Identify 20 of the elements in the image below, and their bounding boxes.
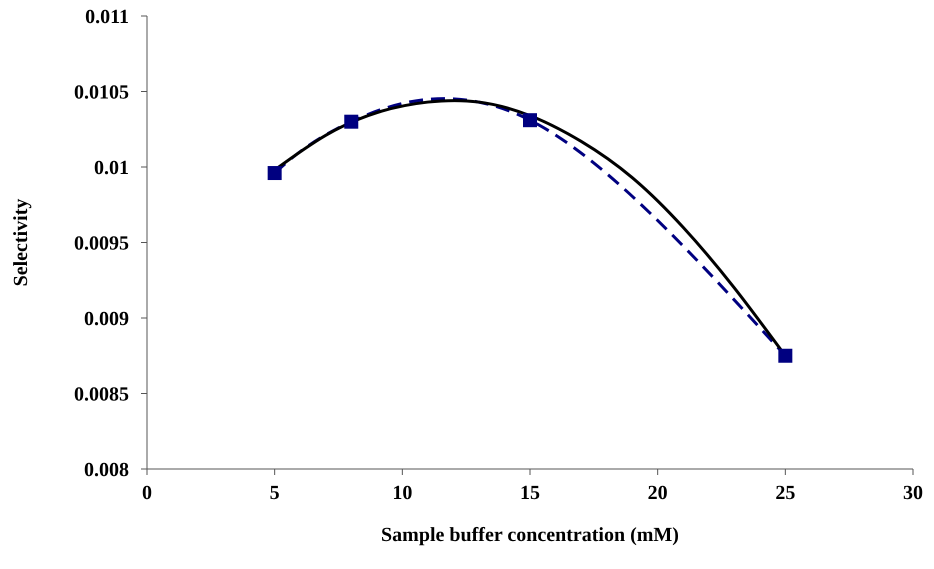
point: [778, 348, 792, 363]
x-tick-label: 30: [903, 482, 923, 504]
point: [268, 166, 282, 180]
y-tick-label: 0.0095: [74, 232, 129, 255]
y-tick-label: 0.0085: [74, 384, 129, 406]
x-tick-label: 10: [392, 482, 412, 504]
x-tick-label: 5: [270, 482, 280, 504]
x-tick-label: 15: [520, 482, 540, 504]
y-tick-label: 0.0105: [74, 82, 129, 104]
y-tick-label: 0.011: [85, 6, 129, 28]
y-tick-label: 0.01: [94, 157, 129, 180]
point: [523, 113, 537, 128]
x-tick-label: 20: [648, 482, 668, 504]
y-tick-label: 0.008: [84, 459, 129, 482]
x-axis-title: Sample buffer concentration (mM): [381, 524, 679, 546]
point: [344, 114, 358, 129]
x-tick-label: 25: [775, 482, 796, 504]
y-axis-title: Selectivity: [10, 198, 32, 286]
x-tick-label: 0: [142, 482, 152, 504]
y-tick-label: 0.009: [84, 308, 129, 330]
